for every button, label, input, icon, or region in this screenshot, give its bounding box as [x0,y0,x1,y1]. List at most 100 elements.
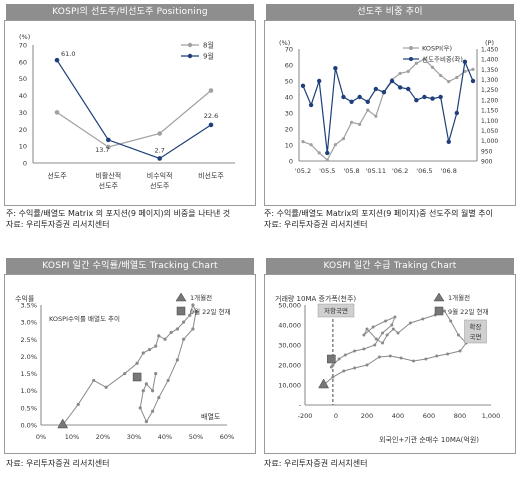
chart1-x-tick-label: 선도주 [99,181,119,190]
chart2-frame: (%) (P) 0 10 20 30 40 50 60 70 900 950 1,000 1,050 1,1… [264,20,516,206]
chart3-path-point [157,334,161,338]
chart4-path-point [373,343,377,347]
chart4-x-tick-label: 600 [423,412,435,420]
chart1-x-tick-label: 비수익적 [147,171,173,180]
chart1-y-tick-label: 30 [19,109,27,117]
chart1-series-line [56,59,212,160]
chart1-point [106,144,111,150]
chart4-path-point [362,347,366,351]
chart2-y-right-tick: 1,150 [481,108,498,115]
chart2-point [366,108,370,112]
chart1-point [157,156,162,161]
chart2-point [439,73,443,78]
chart4-path-point [424,357,428,361]
chart2-x-tick-label: '06.2 [392,167,408,175]
chart3-path-point [191,303,195,307]
chart2-y-left-tick: 20 [285,126,293,134]
chart3-y-tick-label: 1.0% [20,387,37,395]
chart4-region-label: 국면 [470,332,482,341]
chart4-path-line [323,310,467,386]
chart4-region-label: 확장 [470,322,482,331]
chart4-path-point [399,356,403,360]
chart3-legend-label: 9월 22일 현재 [190,307,230,316]
chart3-path-point [169,330,173,335]
chart2-point [471,67,475,71]
chart3-current-marker [132,372,142,382]
chart4-y-tick-label: 40,000 [278,322,301,330]
chart2-y-left-tick: 40 [285,94,293,102]
chart1-y-unit: (%) [19,33,30,41]
chart2-point [300,83,306,88]
chart3-path-point [194,310,198,314]
chart2-point [349,120,354,124]
chart3-path-point [154,371,158,376]
chart4-region-label: 저항국면 [324,306,348,315]
chart4-path-point [449,319,453,323]
chart4-path-point [408,321,412,325]
chart1-y-tick-label: 10 [19,143,27,151]
chart2-y-left-tick: 70 [285,46,293,54]
chart2-legend-marker [409,57,413,61]
chart2-point [422,57,427,61]
chart4-path-point [331,375,335,379]
chart4-x-tick-label: 800 [454,412,466,420]
chart2-y-right-tick: 1,250 [481,87,498,94]
chart2-y-right-tick: 900 [481,159,493,166]
chart2-point [454,110,460,116]
chart3-frame: 수익률 배열도 KOSPI수익률 배열도 추이 0.0% 0.5% 1.0% 1.5% 2.0… [4,274,256,454]
chart3-x-tick-label: 40% [158,433,172,441]
chart3-path-point [92,378,96,383]
chart4-svg: 거래량 10MA 증가폭(천주) 외국인+기관 순매수 10MA(억원) - 10,0… [275,292,500,444]
chart1-x-tick-label: 선도주 [150,181,170,190]
chart2-x-tick-label: '05.11 [366,167,386,175]
chart2-point [333,66,338,71]
chart4-path-point [446,352,450,356]
chart2-source: 자료: 우리투자증권 리서치센터 [264,220,368,229]
chart4-path-point [458,349,462,353]
chart3-y-tick-label: 0.5% [20,404,37,412]
chart2-y-right-tick: 1,050 [481,128,498,135]
chart3-x-tick-label: 20% [96,433,110,441]
chart3-path-point [191,327,195,331]
chart2-y-right-tick: 1,350 [481,67,498,74]
chart2-legend-marker [409,46,413,50]
chart4-y-tick-label: 30,000 [278,342,301,350]
chart3-title: KOSPI 일간 수익률/배열도 Tracking Chart [6,258,254,274]
chart3-source: 자료: 우리투자증권 리서치센터 [6,459,110,468]
chart2-point [341,137,346,141]
chart4-x-label: 외국인+기관 순매수 10MA(억원) [379,435,479,444]
chart4-path-point [343,353,347,357]
chart2-y-right-tick: 1,000 [481,138,498,145]
chart4-frame: 거래량 10MA 증가폭(천주) 외국인+기관 순매수 10MA(억원) - 10,0… [264,274,516,454]
chart4-x-tick-label: -200 [298,412,313,420]
chart2-y-right-tick: 1,400 [481,57,498,64]
chart3-legend-triangle [175,292,187,302]
chart3-y-tick-label: 2.5% [20,336,37,344]
chart4-path-point [371,325,375,329]
chart4-path-point [353,349,357,353]
chart2-y-left-tick: 30 [285,110,293,118]
chart2-point [325,150,330,156]
chart4-title: KOSPI 일간 수급 Traking Chart [266,258,514,274]
chart2-point [447,79,451,84]
chart4-y-tick-label: 10,000 [278,382,301,390]
chart2-svg: (%) (P) 0 10 20 30 40 50 60 70 900 950 1,000 1,050 1,1… [279,39,498,175]
chart4-start-marker [318,378,330,389]
chart4-path-point [374,337,378,341]
chart2-point [389,78,395,84]
chart2-point [373,86,379,92]
chart4-legend-label: 9월 22일 현재 [448,307,488,316]
chart1-data-label: 2.7 [154,146,164,154]
chart3-path-point [175,358,179,362]
chart3-path-point [163,337,167,341]
chart4-path-point [421,317,425,321]
chart4-path-point [362,333,366,337]
chart3-y-label: 수익률 [15,295,35,303]
chart3-path-point [166,378,170,383]
chart3-path-line [62,303,197,426]
chart1-point [54,57,60,63]
chart4-path-point [396,331,400,335]
chart4-path-point [365,363,369,367]
chart3-x-tick-label: 10% [65,433,79,441]
